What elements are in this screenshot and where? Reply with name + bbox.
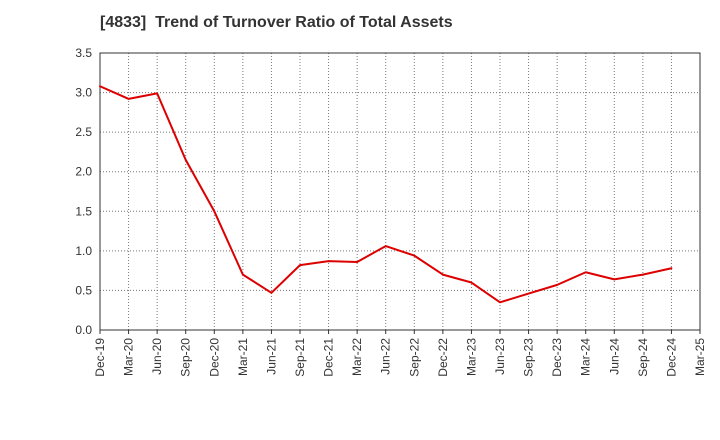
y-tick-label: 2.0 — [75, 165, 92, 179]
series-line — [99, 85, 673, 304]
x-tick-label: Jun-21 — [264, 338, 278, 375]
y-tick-label: 0.5 — [75, 283, 92, 297]
x-tick-label: Mar-22 — [350, 338, 364, 376]
x-tick-label: Sep-20 — [179, 338, 193, 377]
x-tick-label: Dec-19 — [93, 338, 107, 377]
x-tick-label: Mar-23 — [464, 338, 478, 376]
x-tick-label: Sep-24 — [636, 338, 650, 377]
x-tick-label: Jun-24 — [607, 338, 621, 375]
y-tick-label: 3.5 — [75, 46, 92, 60]
x-tick-label: Sep-22 — [407, 338, 421, 377]
x-tick-label: Mar-20 — [122, 338, 136, 376]
x-tick-label: Jun-23 — [493, 338, 507, 375]
x-tick-label: Jun-20 — [150, 338, 164, 375]
chart-title: [4833] Trend of Turnover Ratio of Total … — [100, 14, 453, 31]
x-tick-label: Dec-22 — [436, 338, 450, 377]
y-tick-label: 2.5 — [75, 125, 92, 139]
x-tick-label: Mar-21 — [236, 338, 250, 376]
x-tick-label: Dec-21 — [322, 338, 336, 377]
x-tick-label: Mar-25 — [693, 338, 707, 376]
x-tick-label: Dec-23 — [550, 338, 564, 377]
x-tick-label: Jun-22 — [379, 338, 393, 375]
y-tick-label: 1.0 — [75, 244, 92, 258]
x-tick-label: Dec-20 — [207, 338, 221, 377]
plot-frame — [99, 52, 701, 331]
y-tick-label: 0.0 — [75, 323, 92, 337]
x-tick-label: Dec-24 — [664, 338, 678, 377]
x-tick-label: Sep-23 — [522, 338, 536, 377]
x-tick-label: Mar-24 — [579, 338, 593, 376]
x-tick-label: Sep-21 — [293, 338, 307, 377]
y-tick-label: 1.5 — [75, 204, 92, 218]
y-tick-label: 3.0 — [75, 86, 92, 100]
